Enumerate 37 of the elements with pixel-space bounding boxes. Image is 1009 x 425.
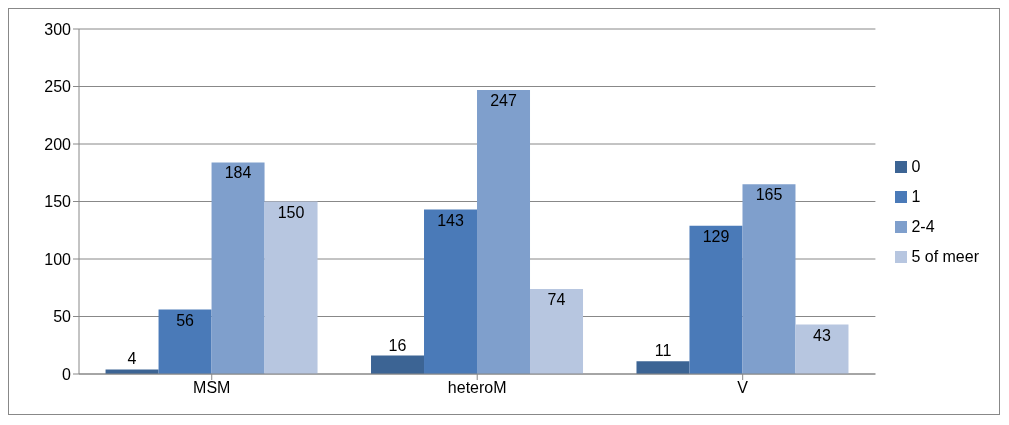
legend-label: 0 (911, 157, 921, 175)
y-tick-label: 100 (44, 250, 72, 268)
x-tick-label: V (737, 379, 749, 397)
bar (158, 309, 212, 374)
y-tick-label: 300 (44, 20, 72, 38)
bar (371, 355, 425, 374)
data-label: 129 (702, 227, 730, 245)
data-label: 184 (224, 164, 252, 182)
y-tick-label: 50 (53, 308, 72, 326)
data-label: 16 (388, 336, 407, 354)
x-tick-label: heteroM (447, 379, 507, 397)
bar (795, 324, 849, 374)
x-tick-label: MSM (193, 379, 231, 397)
data-label: 43 (813, 326, 831, 344)
bar (742, 184, 796, 374)
bar (211, 162, 265, 374)
data-label: 143 (437, 211, 464, 229)
y-tick-label: 0 (62, 365, 72, 383)
data-label: 165 (755, 186, 783, 204)
legend-label: 1 (911, 187, 921, 205)
data-label: 150 (277, 203, 305, 221)
data-label: 4 (127, 350, 137, 368)
y-tick-label: 200 (44, 135, 72, 153)
bar (477, 89, 531, 374)
bar (264, 201, 318, 374)
legend-label: 5 of meer (911, 247, 979, 265)
bar (530, 288, 584, 374)
y-tick-label: 150 (44, 193, 72, 211)
y-tick-label: 250 (44, 78, 72, 96)
data-label: 11 (654, 342, 672, 360)
data-label: 74 (547, 290, 566, 308)
data-label: 247 (490, 91, 517, 109)
bar (636, 361, 690, 374)
bar (424, 209, 478, 374)
data-label: 56 (176, 311, 195, 329)
bar (689, 225, 743, 374)
legend-label: 2-4 (911, 217, 935, 235)
